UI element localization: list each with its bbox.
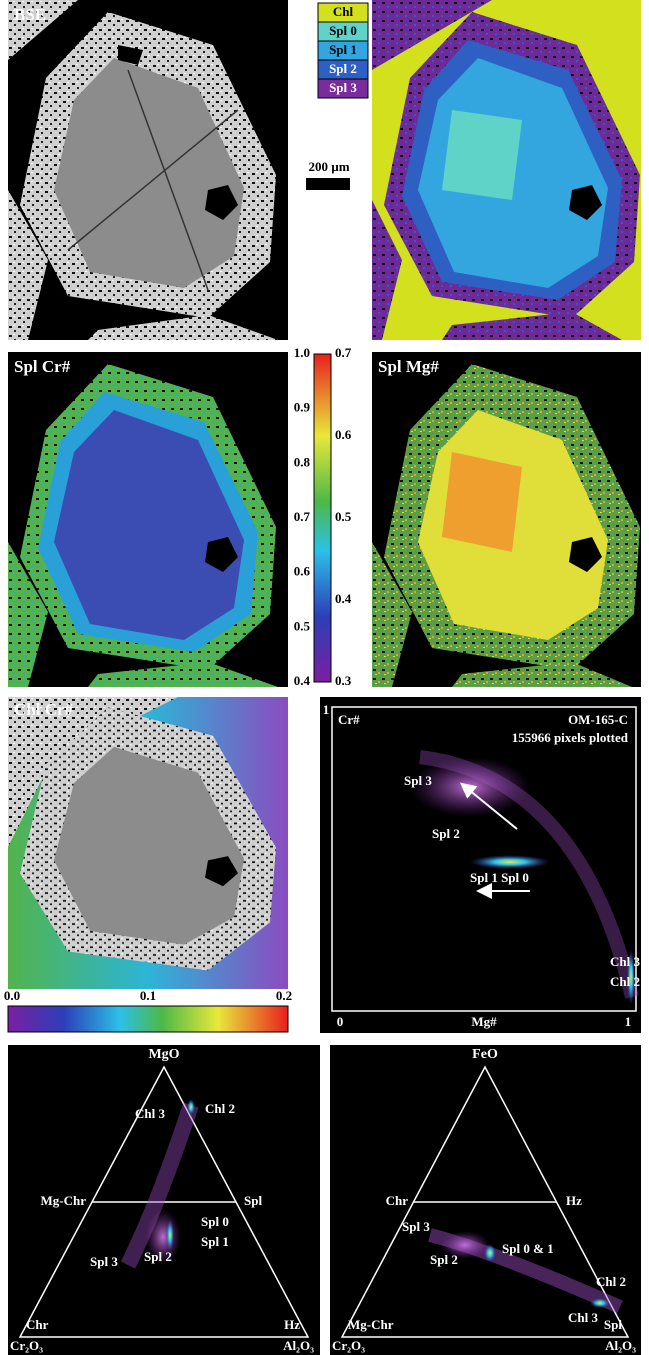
tick-label: 0.4 xyxy=(335,591,352,606)
annotation: Spl 1 xyxy=(201,1234,229,1249)
corner-label: Mg-Chr xyxy=(41,1193,87,1208)
annotation: Spl 3 xyxy=(402,1219,430,1234)
density xyxy=(484,1244,496,1262)
density xyxy=(470,855,550,869)
legend: Chl Spl 0 Spl 1 Spl 2 Spl 3 xyxy=(318,3,368,98)
legend-label: Spl 3 xyxy=(329,80,357,95)
colorbar xyxy=(8,1006,288,1032)
density xyxy=(166,1219,174,1251)
panel-label: BSE xyxy=(14,5,46,24)
plot-bg xyxy=(330,1045,641,1355)
axis-label: Cr# xyxy=(338,712,360,727)
density xyxy=(590,1298,610,1308)
corner-label: Cr₂O₃ xyxy=(332,1338,365,1353)
spl-cr-panel: Spl Cr# xyxy=(8,352,288,687)
corner-label: Al₂O₃ xyxy=(283,1338,314,1353)
tick-label: 0.5 xyxy=(294,618,311,633)
panel-label: Spl Cr# xyxy=(14,357,71,376)
tick-label: 0.5 xyxy=(335,509,352,524)
chl-cr-panel: Chl Cr# xyxy=(8,697,288,989)
colorbar xyxy=(314,354,331,682)
scale-bar xyxy=(306,178,350,190)
annotation: Spl 2 xyxy=(432,826,460,841)
tick-label: 0.8 xyxy=(294,454,311,469)
density xyxy=(187,1099,195,1115)
figure: BSE Chl Spl 0 Spl 1 Spl 2 Spl 3 200 µm Spl C… xyxy=(0,0,649,1355)
tick-label: 0.2 xyxy=(276,988,292,1003)
panel-label: Chl Cr# xyxy=(14,700,74,719)
corner-label: Spl xyxy=(604,1317,622,1332)
tick-label: 0.7 xyxy=(335,345,352,360)
annotation: Spl 1 Spl 0 xyxy=(470,870,529,885)
annotation: Chl 3 xyxy=(568,1310,598,1325)
axis-label: Mg# xyxy=(471,1014,497,1029)
tick-label: 0.4 xyxy=(294,673,311,688)
annotation: Chl 3 xyxy=(135,1106,165,1121)
colorbar-ticks: 0.0 0.1 0.2 xyxy=(4,988,292,1003)
tick-label: 0.3 xyxy=(335,673,352,688)
spl0-zone xyxy=(442,110,522,200)
annotation: Chl 2 xyxy=(610,974,640,989)
plot-title: OM-165-C xyxy=(568,712,628,727)
corner-label: Hz xyxy=(284,1317,300,1332)
annotation: Spl 2 xyxy=(144,1249,172,1264)
plot-subtitle: 155966 pixels plotted xyxy=(512,730,629,745)
tick-label: 0.7 xyxy=(294,509,311,524)
scale-bar-label: 200 µm xyxy=(308,159,349,174)
scatter-panel: Cr# Mg# OM-165-C 155966 pixels plotted 0 1 1 Sp… xyxy=(320,697,641,1033)
corner-label: Chr xyxy=(26,1317,49,1332)
legend-label: Spl 2 xyxy=(329,61,357,76)
corner-label: Hz xyxy=(566,1193,582,1208)
legend-label: Spl 0 xyxy=(329,23,357,38)
tick-label: 0.6 xyxy=(294,564,311,579)
bse-panel: BSE xyxy=(8,0,288,340)
corner-label: Cr₂O₃ xyxy=(10,1338,43,1353)
annotation: Spl 3 xyxy=(404,773,432,788)
panel-label: Spl Mg# xyxy=(378,357,439,376)
tick-label: 0.0 xyxy=(4,988,20,1003)
tick-label: 1 xyxy=(323,702,330,717)
annotation: Chl 2 xyxy=(205,1101,235,1116)
tick-label: 0.6 xyxy=(335,427,352,442)
tick-label: 0 xyxy=(337,1014,344,1029)
corner-label: Chr xyxy=(386,1193,409,1208)
annotation: Chl 2 xyxy=(596,1274,626,1289)
tick-label: 0.9 xyxy=(294,400,311,415)
annotation: Spl 0 xyxy=(201,1214,229,1229)
phase-map xyxy=(372,0,641,340)
spl-mg-panel: Spl Mg# xyxy=(372,352,641,687)
tick-label: 1.0 xyxy=(294,345,310,360)
legend-label: Chl xyxy=(333,4,354,19)
tick-label: 0.1 xyxy=(140,988,156,1003)
orange-zone xyxy=(442,452,522,552)
annotation: Spl 3 xyxy=(90,1254,118,1269)
ternary-left: MgO Mg-Chr Spl Chr Hz Cr₂O₃ Al₂O₃ Chl 3 Chl 2 Spl… xyxy=(8,1045,320,1355)
corner-label: Al₂O₃ xyxy=(605,1338,636,1353)
annotation: Spl 0 & 1 xyxy=(502,1241,554,1256)
corner-label: Spl xyxy=(244,1193,262,1208)
annotation: Spl 2 xyxy=(430,1252,458,1267)
apex-label: FeO xyxy=(472,1047,498,1062)
tick-label: 1 xyxy=(625,1014,632,1029)
apex-label: MgO xyxy=(148,1047,179,1062)
legend-label: Spl 1 xyxy=(329,42,357,57)
corner-label: Mg-Chr xyxy=(348,1317,394,1332)
annotation: Chl 3 xyxy=(610,954,640,969)
ternary-right: FeO Chr Hz Mg-Chr Spl Cr₂O₃ Al₂O₃ Spl 3 Spl 0 & … xyxy=(330,1045,641,1355)
